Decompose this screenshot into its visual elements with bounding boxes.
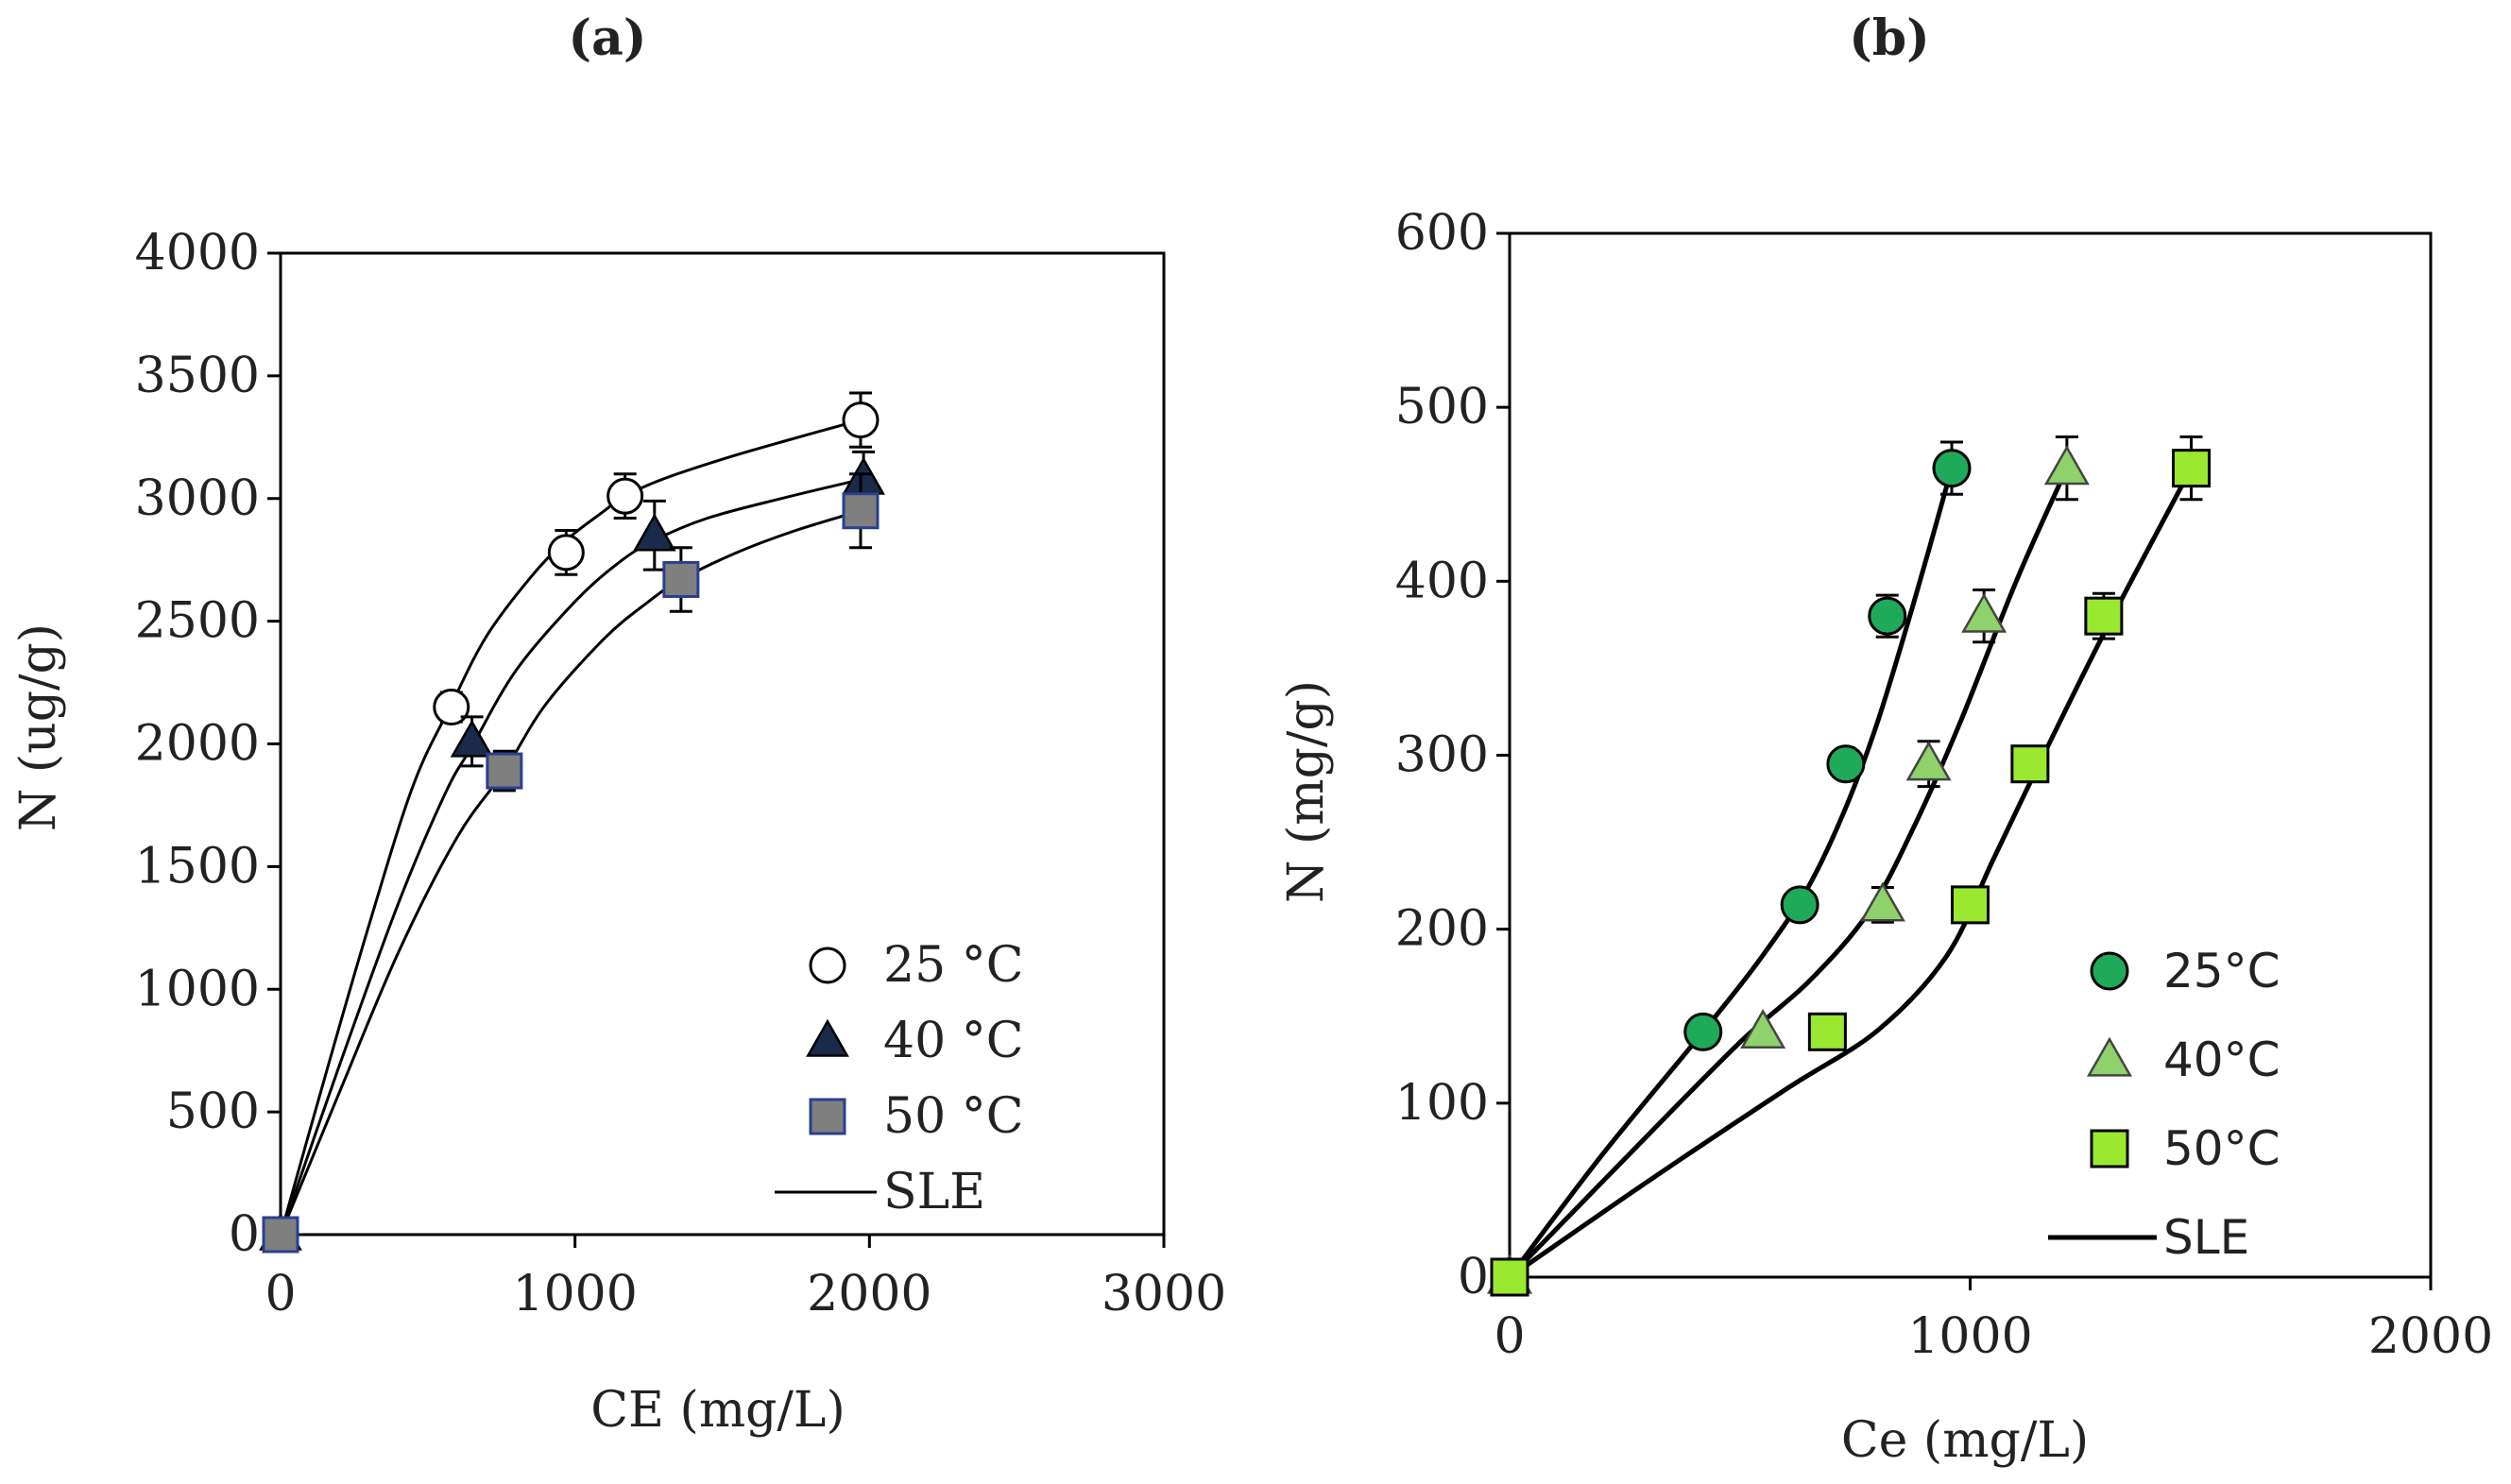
pb-y-tick-label: 400 (1395, 553, 1489, 609)
panel-a-legend: 25 °C 40 °C 50 °C SLE (775, 937, 1023, 1220)
pa-legend-label-3: 50 °C (883, 1088, 1023, 1145)
panel-a-y-axis-label: N (ug/g) (10, 623, 67, 831)
pa-point-3 (662, 560, 700, 598)
pb-y-tick-label: 0 (1458, 1249, 1489, 1305)
pa-y-tick-label: 3500 (135, 348, 260, 404)
pb-axis-frame (1508, 231, 2433, 1279)
pb-legend-label-sle: SLE (2163, 1210, 2249, 1265)
pb-legend-marker-3 (2090, 1129, 2129, 1168)
pa-point-1 (433, 689, 470, 726)
pa-sle-curve-3 (279, 509, 862, 1236)
pb-point-3 (2084, 596, 2124, 636)
pb-point-1 (1780, 885, 1819, 925)
panel-b-legend: 25°C 40°C 50°C SLE (2048, 944, 2280, 1265)
pa-x-tick-label: 0 (265, 1266, 296, 1322)
pb-legend-marker-2 (2086, 1036, 2133, 1077)
pb-point-2 (1859, 881, 1905, 922)
pb-legend-label-3: 50°C (2163, 1121, 2280, 1176)
panel-b-x-axis-label: Ce (mg/L) (1841, 1412, 2089, 1469)
pa-y-tick-label: 500 (166, 1083, 260, 1140)
pb-y-tick-label: 200 (1395, 901, 1489, 958)
panel-a-data-points (259, 391, 885, 1254)
pa-sle-curve-2 (279, 477, 864, 1236)
pa-y-tick-label: 3000 (135, 470, 260, 527)
pb-legend-marker-1 (2090, 951, 2129, 991)
pb-point-2 (2043, 445, 2090, 486)
panel-a-x-axis-label: CE (mg/L) (590, 1382, 846, 1439)
pa-legend-marker-1 (809, 947, 846, 984)
panel-b-title: (b) (1849, 9, 1930, 67)
pb-legend-label-1: 25°C (2163, 944, 2280, 998)
pa-x-tick-label: 2000 (807, 1266, 931, 1322)
pb-sle-curve-3 (1508, 467, 2194, 1280)
pa-legend-label-sle: SLE (883, 1164, 985, 1220)
pa-point-3 (262, 1216, 299, 1254)
pa-y-tick-label: 1000 (135, 961, 260, 1017)
pb-point-1 (1683, 1012, 1723, 1051)
pa-axis-frame (279, 251, 1166, 1237)
pb-y-tick-label: 300 (1395, 727, 1489, 784)
pa-y-tick-label: 4000 (135, 225, 260, 281)
pa-point-1 (842, 401, 880, 439)
pb-x-tick-label: 0 (1494, 1308, 1525, 1365)
pb-point-1 (1826, 744, 1866, 784)
pa-legend-marker-3 (809, 1098, 846, 1135)
pb-point-3 (1490, 1257, 1529, 1297)
pb-point-3 (2172, 449, 2211, 488)
pb-point-1 (1932, 449, 1972, 488)
pb-point-2 (1740, 1008, 1786, 1049)
pb-x-tick-label: 1000 (1907, 1308, 2032, 1365)
pb-y-tick-label: 500 (1395, 379, 1489, 435)
pa-y-tick-label: 2500 (135, 593, 260, 650)
pa-point-3 (486, 752, 523, 790)
pa-y-tick-label: 1500 (135, 838, 260, 895)
pb-legend-label-2: 40°C (2163, 1032, 2280, 1087)
pa-y-tick-label: 0 (229, 1206, 260, 1263)
pa-point-3 (842, 492, 880, 530)
panel-a-sle-curves (279, 418, 864, 1236)
pb-x-tick-label: 2000 (2368, 1308, 2493, 1365)
pb-point-1 (1868, 596, 1907, 636)
panel-b-y-axis-label: N (mg/g) (1278, 680, 1335, 903)
pa-legend-marker-2 (806, 1018, 849, 1057)
pb-point-3 (1807, 1012, 1847, 1051)
pa-point-1 (547, 534, 585, 571)
pa-x-tick-label: 1000 (512, 1266, 637, 1322)
pa-point-1 (606, 477, 644, 515)
pa-y-tick-label: 2000 (135, 716, 260, 773)
pa-legend-label-2: 40 °C (883, 1013, 1023, 1069)
panel-a-axes: 0 500 1000 1500 2000 2500 3000 3500 4000 0 1000 200… (135, 225, 1227, 1322)
pb-point-3 (2010, 744, 2050, 784)
pb-point-3 (1951, 885, 1990, 925)
panel-a-title: (a) (569, 9, 647, 67)
pa-point-2 (450, 719, 494, 758)
pa-sle-curve-1 (279, 418, 862, 1236)
pa-x-tick-label: 3000 (1102, 1266, 1226, 1322)
pb-y-tick-label: 600 (1395, 205, 1489, 262)
pa-point-2 (632, 513, 676, 552)
panel-b-sle-curves (1508, 467, 2194, 1280)
panel-a-plot-area (279, 251, 1166, 1237)
pa-legend-label-1: 25 °C (883, 937, 1023, 994)
panel-b-plot-area (1508, 231, 2433, 1279)
pb-y-tick-label: 100 (1395, 1075, 1489, 1132)
pb-point-2 (1905, 741, 1952, 781)
pb-sle-curve-1 (1508, 467, 1955, 1279)
panel-b-axes: 0 100 200 300 400 500 600 0 1000 2000 (1395, 205, 2493, 1365)
panel-b-data-points (1486, 435, 2211, 1297)
pa-point-2 (842, 456, 885, 495)
pb-point-2 (1961, 592, 2007, 633)
